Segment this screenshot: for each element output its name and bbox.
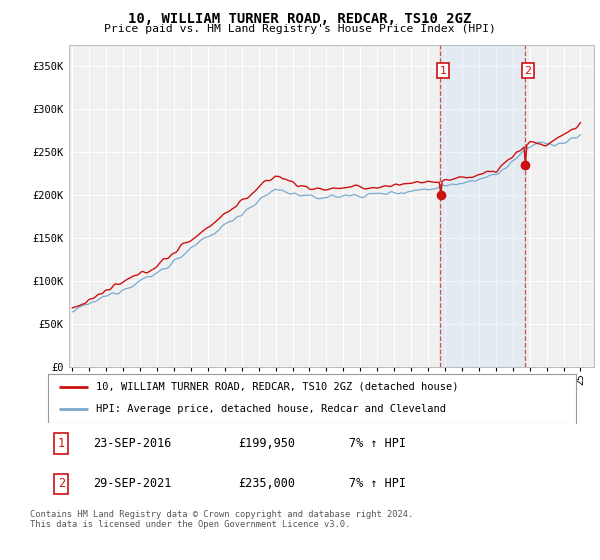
Text: HPI: Average price, detached house, Redcar and Cleveland: HPI: Average price, detached house, Redc…	[95, 404, 446, 414]
Bar	[440, 45, 526, 367]
Text: 7% ↑ HPI: 7% ↑ HPI	[349, 437, 406, 450]
Text: 7% ↑ HPI: 7% ↑ HPI	[349, 477, 406, 491]
Text: 1: 1	[439, 66, 446, 76]
Text: 10, WILLIAM TURNER ROAD, REDCAR, TS10 2GZ (detached house): 10, WILLIAM TURNER ROAD, REDCAR, TS10 2G…	[95, 382, 458, 392]
Text: 1: 1	[58, 437, 65, 450]
Text: £235,000: £235,000	[238, 477, 295, 491]
Text: £199,950: £199,950	[238, 437, 295, 450]
Text: 29-SEP-2021: 29-SEP-2021	[93, 477, 171, 491]
Text: Contains HM Land Registry data © Crown copyright and database right 2024.
This d: Contains HM Land Registry data © Crown c…	[30, 510, 413, 529]
Text: 23-SEP-2016: 23-SEP-2016	[93, 437, 171, 450]
Text: Price paid vs. HM Land Registry's House Price Index (HPI): Price paid vs. HM Land Registry's House …	[104, 24, 496, 34]
Text: 10, WILLIAM TURNER ROAD, REDCAR, TS10 2GZ: 10, WILLIAM TURNER ROAD, REDCAR, TS10 2G…	[128, 12, 472, 26]
Text: 2: 2	[58, 477, 65, 491]
Text: 2: 2	[524, 66, 532, 76]
